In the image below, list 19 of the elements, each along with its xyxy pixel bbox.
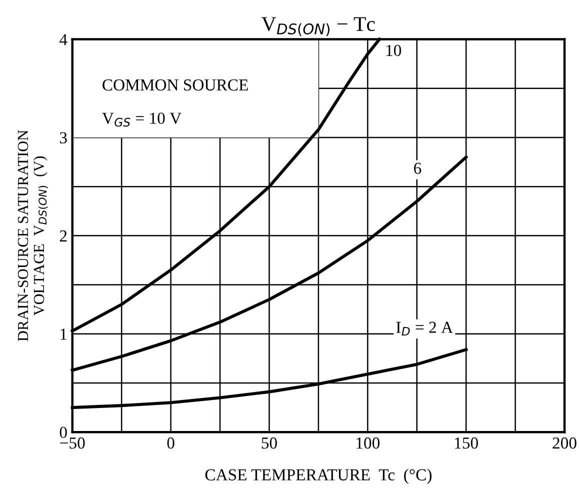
chart-title: V$_{DS(ON)}$ − Tc bbox=[261, 17, 375, 36]
series-label: 10 bbox=[386, 44, 402, 56]
x-tick-label: 50 bbox=[262, 437, 277, 449]
y-tick-label: 2 bbox=[60, 230, 67, 242]
annotation: COMMON SOURCE bbox=[102, 79, 248, 91]
y-tick-label: 4 bbox=[60, 34, 68, 46]
y-axis-title: DRAIN-SOURCE SATURATION VOLTAGE V$_{DS(ON)}$ (V) bbox=[18, 130, 48, 342]
series-label: 6 bbox=[414, 162, 422, 174]
annotation: V$_{GS}$ = 10 V bbox=[102, 112, 182, 127]
y-tick-label: 1 bbox=[60, 328, 67, 340]
x-axis-title: CASE TEMPERATURE Tc (°C) bbox=[205, 468, 432, 484]
x-tick-label: 150 bbox=[455, 437, 478, 449]
y-tick-label: 3 bbox=[60, 132, 67, 144]
y-tick-label: 0 bbox=[60, 426, 67, 438]
x-tick-label: 100 bbox=[356, 437, 380, 449]
series-label: I$_{D}$ = 2 A bbox=[396, 322, 453, 336]
x-tick-label: 0 bbox=[167, 437, 174, 449]
x-tick-label: −50 bbox=[60, 437, 85, 449]
x-tick-label: 200 bbox=[552, 437, 576, 449]
